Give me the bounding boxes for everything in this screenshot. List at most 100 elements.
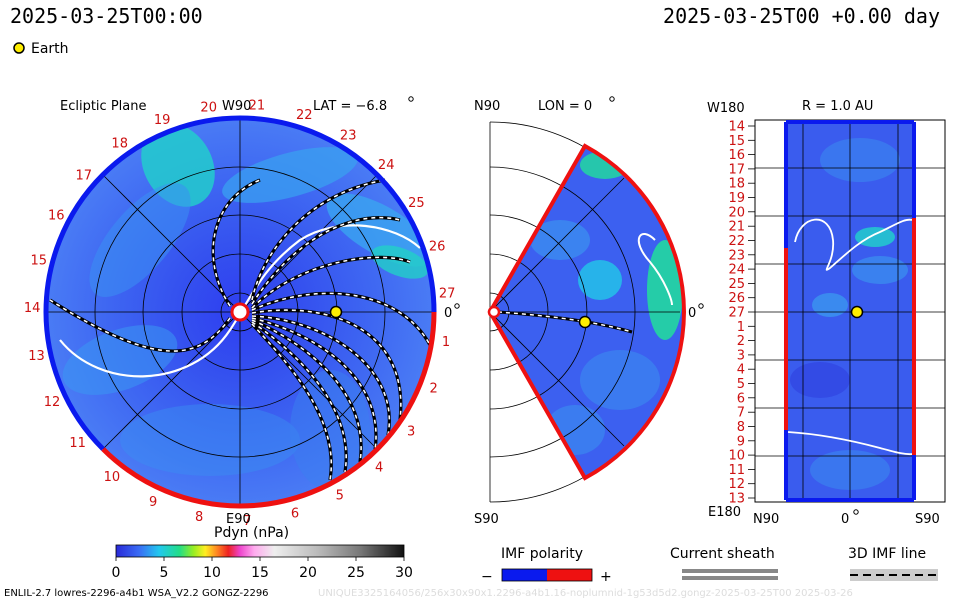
ecliptic-tick-label: 10 (104, 470, 121, 485)
radial-row-label: 23 (728, 248, 745, 263)
earth-legend-marker (13, 42, 25, 54)
ecliptic-tick-label: 16 (48, 208, 65, 223)
current-sheath-legend: Current sheath (670, 546, 778, 580)
ecliptic-tick-label: 5 (336, 489, 344, 504)
ecliptic-imf-lines (49, 179, 431, 481)
meridional-panel: N90 LON = 0 0 S90 (474, 96, 704, 527)
radial-row-label: 9 (737, 434, 745, 449)
ecliptic-tick-label: 1 (442, 335, 450, 350)
meridional-polarity-boundary (487, 143, 687, 481)
ecliptic-tick-label: 27 (439, 287, 456, 302)
meridional-lon-label: LON = 0 (538, 99, 592, 114)
radial-grid (755, 120, 945, 502)
ecliptic-tick-label: 18 (111, 136, 128, 151)
ecliptic-tick-label: 9 (149, 495, 157, 510)
ecliptic-top-label: W90 (222, 99, 251, 114)
radial-row-label: 4 (737, 363, 745, 378)
radial-row-label: 19 (728, 191, 745, 206)
earth-legend-label: Earth (31, 41, 69, 57)
colorbar-tick-label: 10 (203, 565, 221, 581)
meridional-sun-marker (487, 305, 501, 319)
ecliptic-tick-label: 6 (291, 507, 299, 522)
ecliptic-tick-label: 3 (407, 424, 415, 439)
radial-row-label: 18 (728, 177, 745, 192)
footer-run-info: UNIQUE3325164056/256x30x90x1.2296-a4b1.1… (318, 588, 853, 599)
imf-polarity-legend: IMF polarity − + (481, 546, 612, 585)
footer-model-info: ENLIL-2.7 lowres-2296-a4b1 WSA_V2.2 GONG… (4, 588, 269, 599)
imf-polarity-plus: + (600, 569, 612, 585)
radial-row-label: 20 (728, 205, 745, 220)
ecliptic-tick-label: 12 (44, 395, 61, 410)
ecliptic-negative-polarity-arc (43, 115, 437, 451)
ecliptic-tick-label: 22 (296, 108, 313, 123)
meridional-imf-line (497, 311, 633, 333)
lon-degree-symbol (609, 96, 615, 102)
colorbar-ticks: 0 5 10 15 20 25 30 (112, 557, 413, 581)
ecliptic-tick-label: 25 (408, 196, 425, 211)
ecl-degree-symbol (454, 303, 460, 309)
positive-polarity-swatch (547, 569, 592, 581)
radial-row-label: 21 (728, 220, 745, 235)
ecliptic-tick-label: 26 (429, 239, 446, 254)
ecliptic-title: Ecliptic Plane (60, 99, 146, 114)
radial-row-label: 7 (737, 406, 745, 421)
radial-row-label: 24 (728, 263, 745, 278)
radial-row-label: 8 (737, 420, 745, 435)
pdyn-colorbar: Pdyn (nPa) 0 5 10 15 20 25 30 (112, 525, 413, 581)
ecliptic-tick-label: 15 (31, 253, 48, 268)
radial-row-label: 27 (728, 306, 745, 321)
earth-marker-ecliptic (329, 305, 343, 319)
radial-row-label: 13 (728, 492, 745, 507)
ecliptic-bottom-label: E90 (226, 512, 251, 527)
radial-row-label: 26 (728, 291, 745, 306)
ecliptic-current-sheath (59, 224, 421, 378)
ecliptic-tick-label: 17 (76, 169, 93, 184)
imf-line-title: 3D IMF line (848, 546, 926, 562)
sun-marker (230, 302, 250, 322)
colorbar-tick-label: 20 (299, 565, 317, 581)
ecliptic-features (62, 123, 434, 490)
ecliptic-tick-label: 14 (24, 301, 41, 316)
ecliptic-tick-label: 20 (200, 100, 217, 115)
colorbar-title: Pdyn (nPa) (214, 525, 289, 541)
imf-line-legend: 3D IMF line (848, 546, 938, 581)
ecliptic-tick-label: 7 (243, 514, 251, 529)
meridional-top-label: N90 (474, 99, 500, 114)
radial-row-label: 15 (728, 134, 745, 149)
negative-polarity-swatch (502, 569, 547, 581)
imf-polarity-minus: − (481, 569, 493, 585)
radial-bottom-zero: 0 (841, 512, 849, 527)
imf-polarity-title: IMF polarity (501, 546, 583, 562)
radial-bottom-s90: S90 (915, 512, 940, 527)
colorbar-tick-label: 25 (347, 565, 365, 581)
ecliptic-tick-label: 24 (378, 158, 395, 173)
radial-current-sheath-upper (794, 218, 913, 271)
colorbar-tick-label: 15 (251, 565, 269, 581)
radial-row-label: 22 (728, 234, 745, 249)
ecliptic-tick-label: 4 (375, 461, 383, 476)
radial-row-label: 17 (728, 162, 745, 177)
ecliptic-tick-label: 23 (340, 128, 357, 143)
meridional-right-label: 0 (688, 306, 696, 321)
colorbar-tick-label: 0 (112, 565, 121, 581)
radial-row-label: 11 (728, 463, 745, 478)
radial-panel: 1415161718192021222324252627123456789101… (707, 99, 946, 527)
ecliptic-right-label: 0 (444, 306, 452, 321)
meridional-current-sheath (637, 233, 673, 306)
ecliptic-lat-label: LAT = −6.8 (313, 99, 387, 114)
lat-degree-symbol (408, 96, 414, 102)
current-sheath-title: Current sheath (670, 546, 775, 562)
radial-row-label: 10 (728, 449, 745, 464)
colorbar-tick-label: 30 (395, 565, 413, 581)
radial-row-label: 1 (737, 320, 745, 335)
rad-degree-symbol (853, 509, 859, 515)
mer-degree-symbol (698, 303, 704, 309)
meridional-bottom-label: S90 (474, 512, 499, 527)
earth-marker-meridional (578, 315, 592, 329)
ecliptic-tick-label: 8 (195, 510, 203, 525)
radial-row-label: 6 (737, 391, 745, 406)
earth-marker-radial (850, 305, 864, 319)
radial-row-labels: 1415161718192021222324252627123456789101… (728, 120, 755, 507)
